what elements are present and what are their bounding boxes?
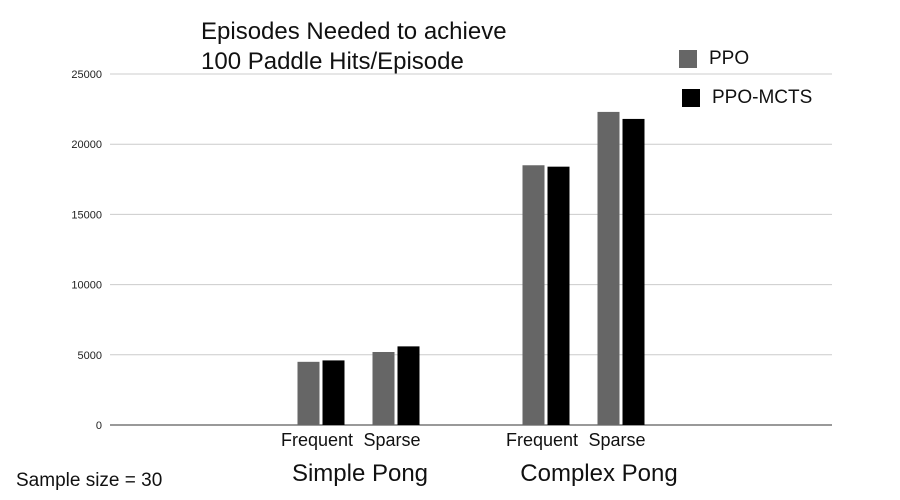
bar-ppo [597,111,620,426]
bar-ppo [372,351,395,425]
y-tick-label: 25000 [71,69,102,81]
y-tick-label: 20000 [71,139,102,151]
legend-label-ppo-mcts: PPO-MCTS [712,87,813,108]
y-tick-label: 5000 [78,350,102,362]
bar-ppo-mcts [397,346,420,425]
bar-ppo [522,165,545,425]
chart-title-line-1: Episodes Needed to achieve [201,18,507,45]
x-tick-label: Frequent [506,430,578,450]
x-tick-label: Sparse [363,430,420,450]
legend-label-ppo: PPO [709,48,750,69]
bar-ppo-mcts [622,118,645,425]
legend-item-ppo-mcts: PPO-MCTS [682,87,812,109]
legend-swatch-ppo-mcts [682,89,700,107]
group-label: Complex Pong [520,460,677,487]
y-tick-label: 10000 [71,280,102,292]
sample-size-note: Sample size = 30 [16,470,163,491]
y-tick-label: 15000 [71,209,102,221]
bar-ppo-mcts [322,360,345,425]
group-label: Simple Pong [292,460,428,487]
chart-title-line-2: 100 Paddle Hits/Episode [201,48,464,75]
bar-ppo-mcts [547,166,570,425]
x-tick-label: Frequent [281,430,353,450]
x-tick-label: Sparse [588,430,645,450]
bar-ppo [297,361,320,425]
y-tick-label: 0 [96,420,102,432]
chart-title: Episodes Needed to achieve 100 Paddle Hi… [201,17,507,77]
legend-item-ppo: PPO [679,48,749,70]
legend-swatch-ppo [679,50,697,68]
